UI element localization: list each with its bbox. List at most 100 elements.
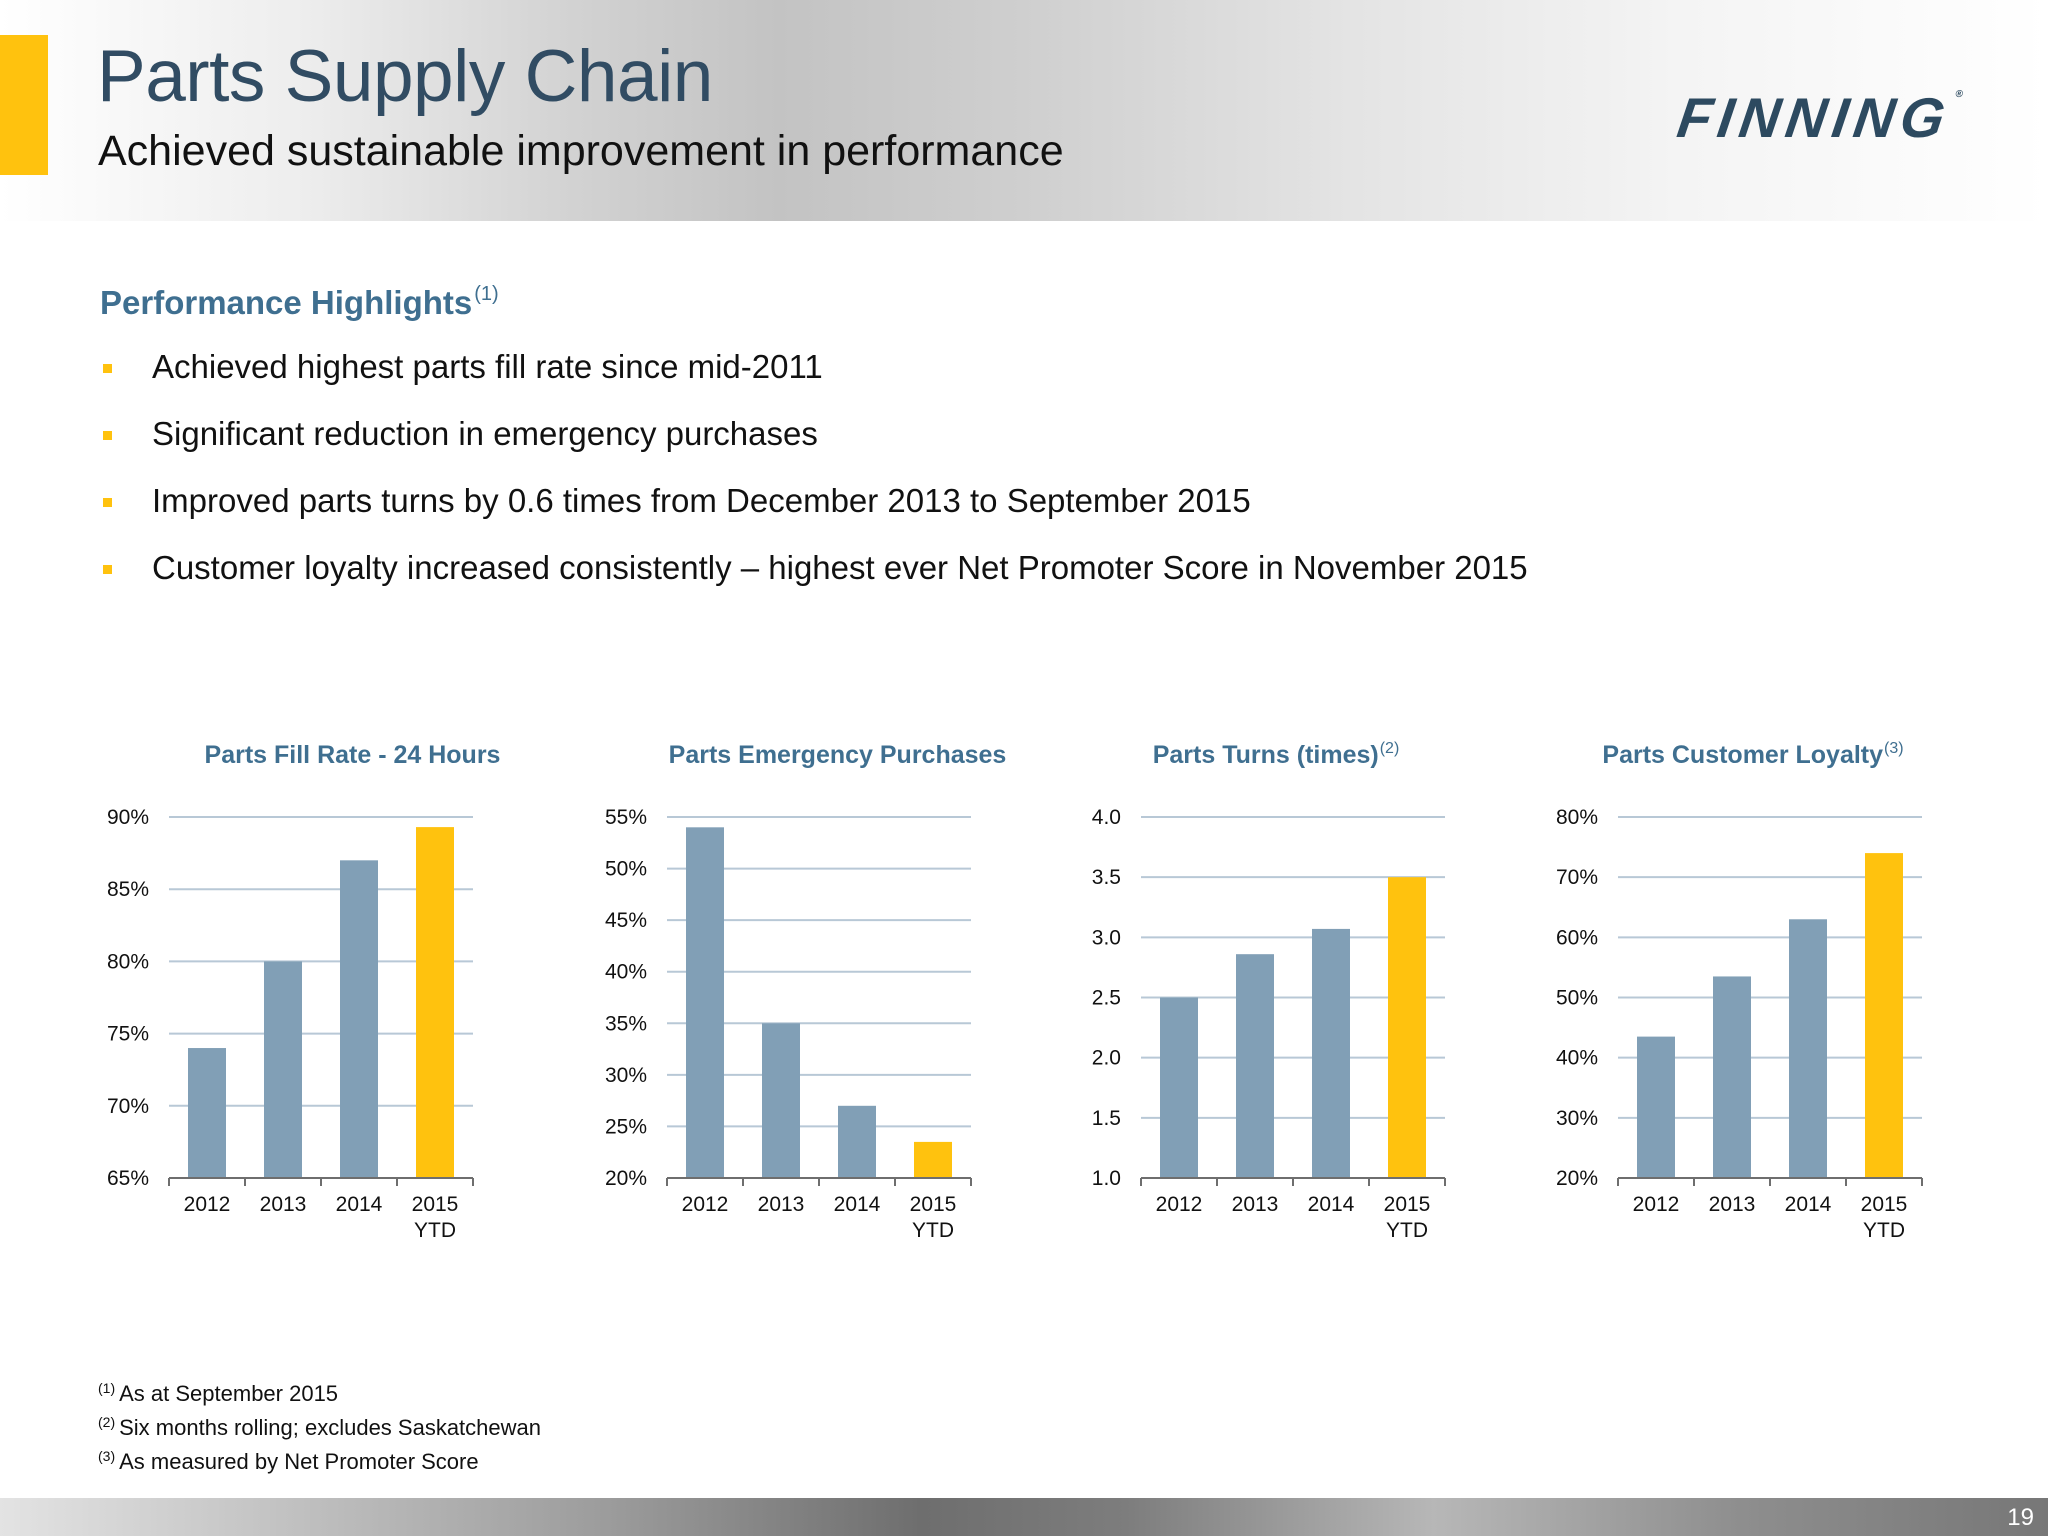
y-tick-label: 60% [1556, 926, 1598, 949]
highlights-heading-text: Performance Highlights [100, 284, 473, 321]
y-tick-label: 2.0 [1092, 1047, 1121, 1070]
y-tick-label: 70% [1556, 866, 1598, 889]
highlight-item: Improved parts turns by 0.6 times from D… [100, 479, 1528, 546]
bullet-square-icon [103, 498, 112, 507]
y-tick-label: 70% [107, 1095, 149, 1118]
y-tick-label: 1.0 [1092, 1167, 1121, 1190]
y-tick-label: 3.5 [1092, 866, 1121, 889]
highlight-item: Significant reduction in emergency purch… [100, 412, 1528, 479]
y-tick-label: 20% [605, 1167, 647, 1190]
chart-customer-loyalty: Parts Customer Loyalty(3) 20% 30% 40% 50% 60… [1537, 740, 2007, 1260]
x-tick-label: 2012 [184, 1193, 231, 1216]
y-tick-label: 30% [605, 1064, 647, 1087]
bar [1637, 1036, 1675, 1178]
y-tick-label: 80% [1556, 806, 1598, 829]
x-tick-label: 2014 [834, 1193, 881, 1216]
bar [1865, 853, 1903, 1178]
chart-title-text: Parts Customer Loyalty [1602, 741, 1884, 769]
chart-title-text: Parts Emergency Purchases [668, 741, 1007, 769]
x-tick-label: 2012 [1156, 1193, 1203, 1216]
y-tick-label: 80% [107, 950, 149, 973]
x-tick-label: 2014 [1308, 1193, 1355, 1216]
chart-title: Parts Turns (times)(2) [1153, 740, 1400, 770]
bar [686, 827, 724, 1178]
x-tick-label: YTD [1863, 1219, 1905, 1242]
chart-parts-fill-rate: Parts Fill Rate - 24 Hours 65% 70% 75% 80% 8… [88, 740, 558, 1260]
y-tick-label: 40% [1556, 1047, 1598, 1070]
chart-title-note: (2) [1379, 740, 1400, 757]
y-tick-label: 30% [1556, 1107, 1598, 1130]
highlight-item-text: Customer loyalty increased consistently … [152, 549, 1528, 586]
footnote-text: As measured by Net Promoter Score [119, 1449, 479, 1474]
bar [340, 860, 378, 1178]
y-tick-label: 75% [107, 1023, 149, 1046]
x-tick-label: YTD [912, 1219, 954, 1242]
page-number: 19 [2007, 1504, 2034, 1531]
bar [188, 1048, 226, 1178]
highlight-item-text: Achieved highest parts fill rate since m… [152, 348, 823, 385]
highlight-item: Customer loyalty increased consistently … [100, 546, 1528, 613]
footer-band: 19 [0, 1498, 2048, 1536]
bullet-square-icon [103, 364, 112, 373]
x-tick-label: 2012 [682, 1193, 729, 1216]
y-tick-label: 20% [1556, 1167, 1598, 1190]
bar [416, 827, 454, 1178]
y-tick-label: 65% [107, 1167, 149, 1190]
page-title: Parts Supply Chain [97, 36, 713, 117]
chart-title-text: Parts Fill Rate - 24 Hours [204, 741, 501, 769]
finning-logo: FINNING® [1674, 86, 1964, 149]
footnote-mark: (3) [98, 1448, 116, 1464]
footnote-text: As at September 2015 [119, 1381, 339, 1406]
y-tick-label: 45% [605, 909, 647, 932]
bar [264, 961, 302, 1178]
highlight-item-text: Improved parts turns by 0.6 times from D… [152, 482, 1251, 519]
x-tick-label: 2013 [1232, 1193, 1279, 1216]
x-tick-label: 2015 [1384, 1193, 1431, 1216]
chart-title: Parts Emergency Purchases [669, 740, 1008, 770]
y-tick-label: 4.0 [1092, 806, 1121, 829]
x-tick-label: YTD [414, 1219, 456, 1242]
footnotes: (1) As at September 2015 (2) Six months ro… [98, 1374, 541, 1476]
x-tick-label: 2015 [1861, 1193, 1908, 1216]
y-tick-label: 3.0 [1092, 926, 1121, 949]
x-tick-label: 2014 [1785, 1193, 1832, 1216]
bar [1312, 928, 1350, 1178]
highlight-item-text: Significant reduction in emergency purch… [152, 415, 818, 452]
x-tick-label: YTD [1386, 1219, 1428, 1242]
chart-plot: 1.0 1.5 2.0 2.5 3.0 3.5 4.0 2012 2013 2014 2015 YTD [1092, 806, 1446, 1242]
footnote-mark: (2) [98, 1414, 116, 1430]
highlights-list: Achieved highest parts fill rate since m… [100, 345, 1528, 613]
bar [1713, 976, 1751, 1178]
header-band: Parts Supply Chain Achieved sustainable … [0, 0, 2048, 221]
page-subtitle: Achieved sustainable improvement in perf… [98, 127, 1064, 175]
bar [1388, 877, 1426, 1178]
chart-plot: 20% 30% 40% 50% 60% 70% 80% 2012 2013 2014 2015 YTD [1556, 806, 1923, 1242]
bar [838, 1105, 876, 1178]
chart-title: Parts Fill Rate - 24 Hours [205, 740, 502, 770]
highlight-item: Achieved highest parts fill rate since m… [100, 345, 1528, 412]
y-tick-label: 85% [107, 878, 149, 901]
chart-title: Parts Customer Loyalty(3) [1602, 740, 1903, 770]
footnote-mark: (1) [98, 1380, 116, 1396]
x-tick-label: 2013 [260, 1193, 307, 1216]
bar [762, 1023, 800, 1178]
bar [1236, 954, 1274, 1178]
x-tick-label: 2012 [1633, 1193, 1680, 1216]
logo-text: FINNING [1673, 86, 1955, 149]
y-tick-label: 2.5 [1092, 987, 1121, 1010]
x-tick-label: 2013 [1709, 1193, 1756, 1216]
chart-plot: 65% 70% 75% 80% 85% 90% 2012 2013 2014 2015 YTD [107, 806, 474, 1242]
highlights-heading: Performance Highlights (1) [100, 283, 499, 322]
y-tick-label: 90% [107, 806, 149, 829]
bar [914, 1141, 952, 1178]
y-tick-label: 35% [605, 1012, 647, 1035]
y-tick-label: 50% [605, 858, 647, 881]
x-tick-label: 2013 [758, 1193, 805, 1216]
y-tick-label: 1.5 [1092, 1107, 1121, 1130]
bullet-square-icon [103, 565, 112, 574]
accent-bar [0, 35, 48, 175]
chart-title-note: (3) [1884, 740, 1904, 757]
highlights-heading-note: (1) [474, 283, 499, 305]
chart-plot: 20% 25% 30% 35% 40% 45% 50% 55% 2012 2013 2014 2015… [605, 806, 972, 1242]
bar [1160, 997, 1198, 1178]
